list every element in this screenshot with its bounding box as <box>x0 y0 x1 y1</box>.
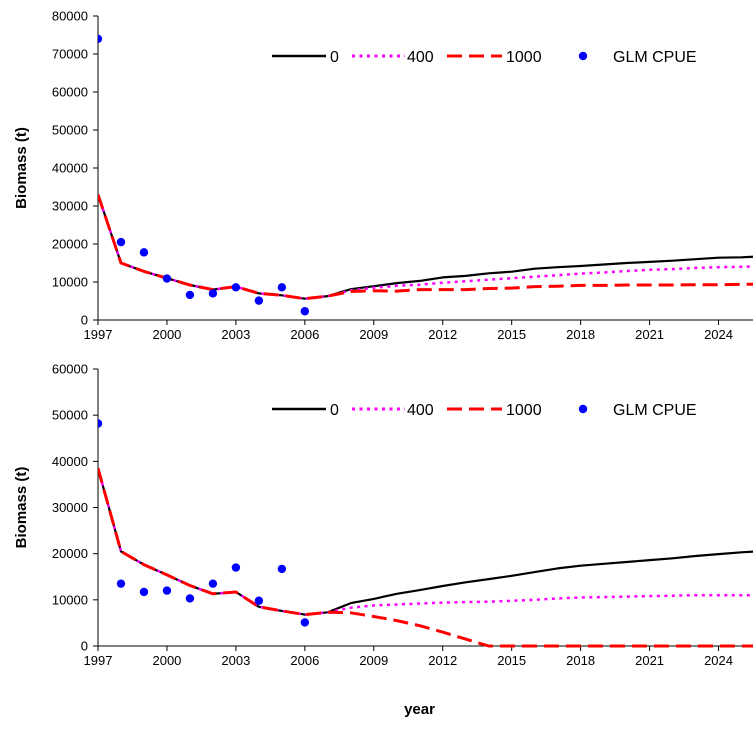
x-tick-label: 2024 <box>704 327 733 342</box>
legend-marker-glm-cpue <box>578 51 588 61</box>
legend-label-0: 0 <box>330 49 339 66</box>
x-tick-label: 2009 <box>359 327 388 342</box>
x-tick-label: 2009 <box>359 653 388 668</box>
legend: 0 400 1000 GLM CPUE <box>272 402 697 419</box>
x-tick-label: 2012 <box>428 653 457 668</box>
y-tick-label: 20000 <box>52 237 88 252</box>
legend-label-glm-cpue: GLM CPUE <box>613 402 697 419</box>
y-tick-label: 60000 <box>52 362 88 377</box>
legend-label-1000: 1000 <box>506 402 542 419</box>
x-tick-label: 2000 <box>152 653 181 668</box>
data-point-glm-cpue <box>254 596 264 605</box>
y-tick-label: 10000 <box>52 592 88 607</box>
data-point-glm-cpue <box>208 289 218 298</box>
x-tick-label: 2018 <box>566 653 595 668</box>
x-tick-label: 2021 <box>635 327 664 342</box>
x-tick-label: 1997 <box>84 327 113 342</box>
data-point-glm-cpue <box>277 283 287 292</box>
chart-panel-1: 0100002000030000400005000060000700008000… <box>13 9 753 342</box>
legend-label-400: 400 <box>407 402 434 419</box>
data-point-glm-cpue <box>98 419 103 428</box>
legend: 0 400 1000 GLM CPUE <box>272 49 697 66</box>
x-tick-label: 2012 <box>428 327 457 342</box>
x-tick-label: 2021 <box>635 653 664 668</box>
series-line-0 <box>98 468 753 616</box>
y-axis-title: Biomass (t) <box>13 127 30 209</box>
data-point-glm-cpue <box>98 34 103 43</box>
data-point-glm-cpue <box>231 283 241 292</box>
y-tick-label: 0 <box>81 639 88 654</box>
x-tick-label: 2006 <box>290 327 319 342</box>
data-point-glm-cpue <box>300 307 310 316</box>
data-point-glm-cpue <box>254 296 264 305</box>
series-group <box>98 34 753 316</box>
legend-label-400: 400 <box>407 49 434 66</box>
x-tick-label: 2018 <box>566 327 595 342</box>
data-point-glm-cpue <box>300 618 310 627</box>
y-tick-label: 30000 <box>52 500 88 515</box>
data-point-glm-cpue <box>231 563 241 572</box>
x-tick-label: 2006 <box>290 653 319 668</box>
x-tick-label: 2024 <box>704 653 733 668</box>
y-tick-label: 20000 <box>52 546 88 561</box>
y-tick-label: 50000 <box>52 408 88 423</box>
y-tick-label: 0 <box>81 313 88 328</box>
series-group <box>98 419 753 648</box>
y-tick-label: 40000 <box>52 454 88 469</box>
x-axis-title: year <box>404 701 435 718</box>
data-point-glm-cpue <box>139 587 149 597</box>
y-tick-label: 70000 <box>52 47 88 62</box>
x-tick-label: 2003 <box>221 327 250 342</box>
x-tick-label: 1997 <box>84 653 113 668</box>
y-tick-label: 40000 <box>52 161 88 176</box>
data-point-glm-cpue <box>162 586 172 595</box>
legend-label-glm-cpue: GLM CPUE <box>613 49 697 66</box>
x-tick-label: 2000 <box>152 327 181 342</box>
data-point-glm-cpue <box>277 564 287 574</box>
x-tick-label: 2015 <box>497 327 526 342</box>
series-line-1000 <box>98 194 753 301</box>
x-tick-label: 2015 <box>497 653 526 668</box>
series-line-400 <box>98 467 753 616</box>
data-point-glm-cpue <box>162 274 172 283</box>
y-tick-label: 60000 <box>52 85 88 100</box>
y-tick-label: 50000 <box>52 123 88 138</box>
series-line-1000 <box>98 467 753 648</box>
series-line-400 <box>98 194 753 300</box>
data-point-glm-cpue <box>116 579 126 588</box>
y-axis-title: Biomass (t) <box>13 467 30 549</box>
data-point-glm-cpue <box>185 594 195 603</box>
y-tick-label: 80000 <box>52 9 88 24</box>
legend-label-1000: 1000 <box>506 49 542 66</box>
legend-label-0: 0 <box>330 402 339 419</box>
data-point-glm-cpue <box>185 290 195 300</box>
y-tick-label: 10000 <box>52 275 88 290</box>
y-tick-label: 30000 <box>52 199 88 214</box>
legend-marker-glm-cpue <box>578 404 588 414</box>
x-tick-label: 2003 <box>221 653 250 668</box>
data-point-glm-cpue <box>139 248 149 257</box>
data-point-glm-cpue <box>116 237 126 247</box>
data-point-glm-cpue <box>208 579 218 588</box>
